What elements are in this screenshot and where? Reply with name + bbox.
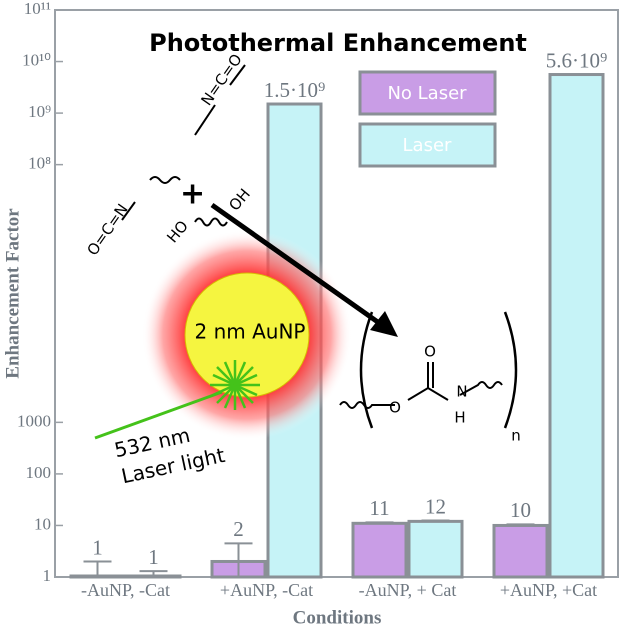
arrow-head bbox=[370, 311, 398, 337]
laser-beam bbox=[94, 390, 223, 440]
y-tick-label: 1000 bbox=[17, 411, 51, 430]
value-label: 10 bbox=[510, 498, 531, 522]
value-label: 1.5·10⁹ bbox=[264, 78, 326, 102]
diisocyanate-bonds bbox=[121, 64, 246, 221]
legend-swatch bbox=[358, 70, 497, 116]
starburst bbox=[210, 360, 260, 410]
x-tick-label: -AuNP, + Cat bbox=[359, 580, 457, 600]
bar bbox=[548, 73, 605, 579]
bar bbox=[351, 521, 408, 579]
chemistry-label: OH bbox=[225, 185, 254, 214]
y-tick-label: 100 bbox=[26, 463, 52, 482]
legend-label: Laser bbox=[403, 135, 453, 156]
bar bbox=[492, 523, 549, 579]
chemistry-label: O bbox=[424, 343, 436, 361]
legend-label: No Laser bbox=[387, 83, 467, 104]
plot-frame bbox=[54, 9, 619, 578]
brackets bbox=[359, 311, 518, 429]
value-label: 2 bbox=[233, 517, 244, 541]
y-tick-label: 10⁸ bbox=[28, 154, 51, 173]
polyurethane-bonds bbox=[339, 362, 503, 409]
y-tick-label: 1 bbox=[43, 566, 52, 585]
value-label: 11 bbox=[369, 496, 389, 520]
y-axis-label: Enhancement Factor bbox=[2, 208, 23, 379]
plus: + bbox=[180, 177, 205, 212]
bar bbox=[407, 519, 464, 579]
value-label: 12 bbox=[425, 494, 446, 518]
y-tick-label: 10¹⁰ bbox=[22, 50, 51, 69]
annotation: 2 nm AuNP bbox=[195, 320, 306, 344]
y-tick-label: 10¹¹ bbox=[24, 0, 51, 18]
x-tick-label: +AuNP, +Cat bbox=[500, 580, 597, 600]
value-label: 1 bbox=[92, 535, 103, 559]
chemistry-label: HO bbox=[163, 217, 192, 246]
legend-swatch bbox=[358, 122, 497, 168]
diol-chain bbox=[194, 217, 228, 227]
chemistry-label: H bbox=[454, 409, 465, 427]
arrow bbox=[210, 202, 384, 328]
y-tick-label: 10 bbox=[34, 514, 51, 533]
x-axis-label: Conditions bbox=[293, 607, 382, 628]
x-tick-label: +AuNP, -Cat bbox=[220, 580, 313, 600]
chart-title: Photothermal Enhancement bbox=[149, 29, 527, 57]
value-label: 1 bbox=[148, 545, 159, 569]
chemistry-label: N=C=O bbox=[197, 51, 245, 109]
y-tick-label: 10⁹ bbox=[28, 102, 51, 121]
chemistry-label: O=C=N bbox=[83, 201, 131, 259]
x-tick-label: -AuNP, -Cat bbox=[81, 580, 170, 600]
chemistry-label: N bbox=[456, 383, 467, 401]
chemistry-label: n bbox=[511, 427, 521, 445]
chemistry-label: O bbox=[389, 399, 401, 417]
value-label: 5.6·10⁹ bbox=[546, 48, 608, 72]
